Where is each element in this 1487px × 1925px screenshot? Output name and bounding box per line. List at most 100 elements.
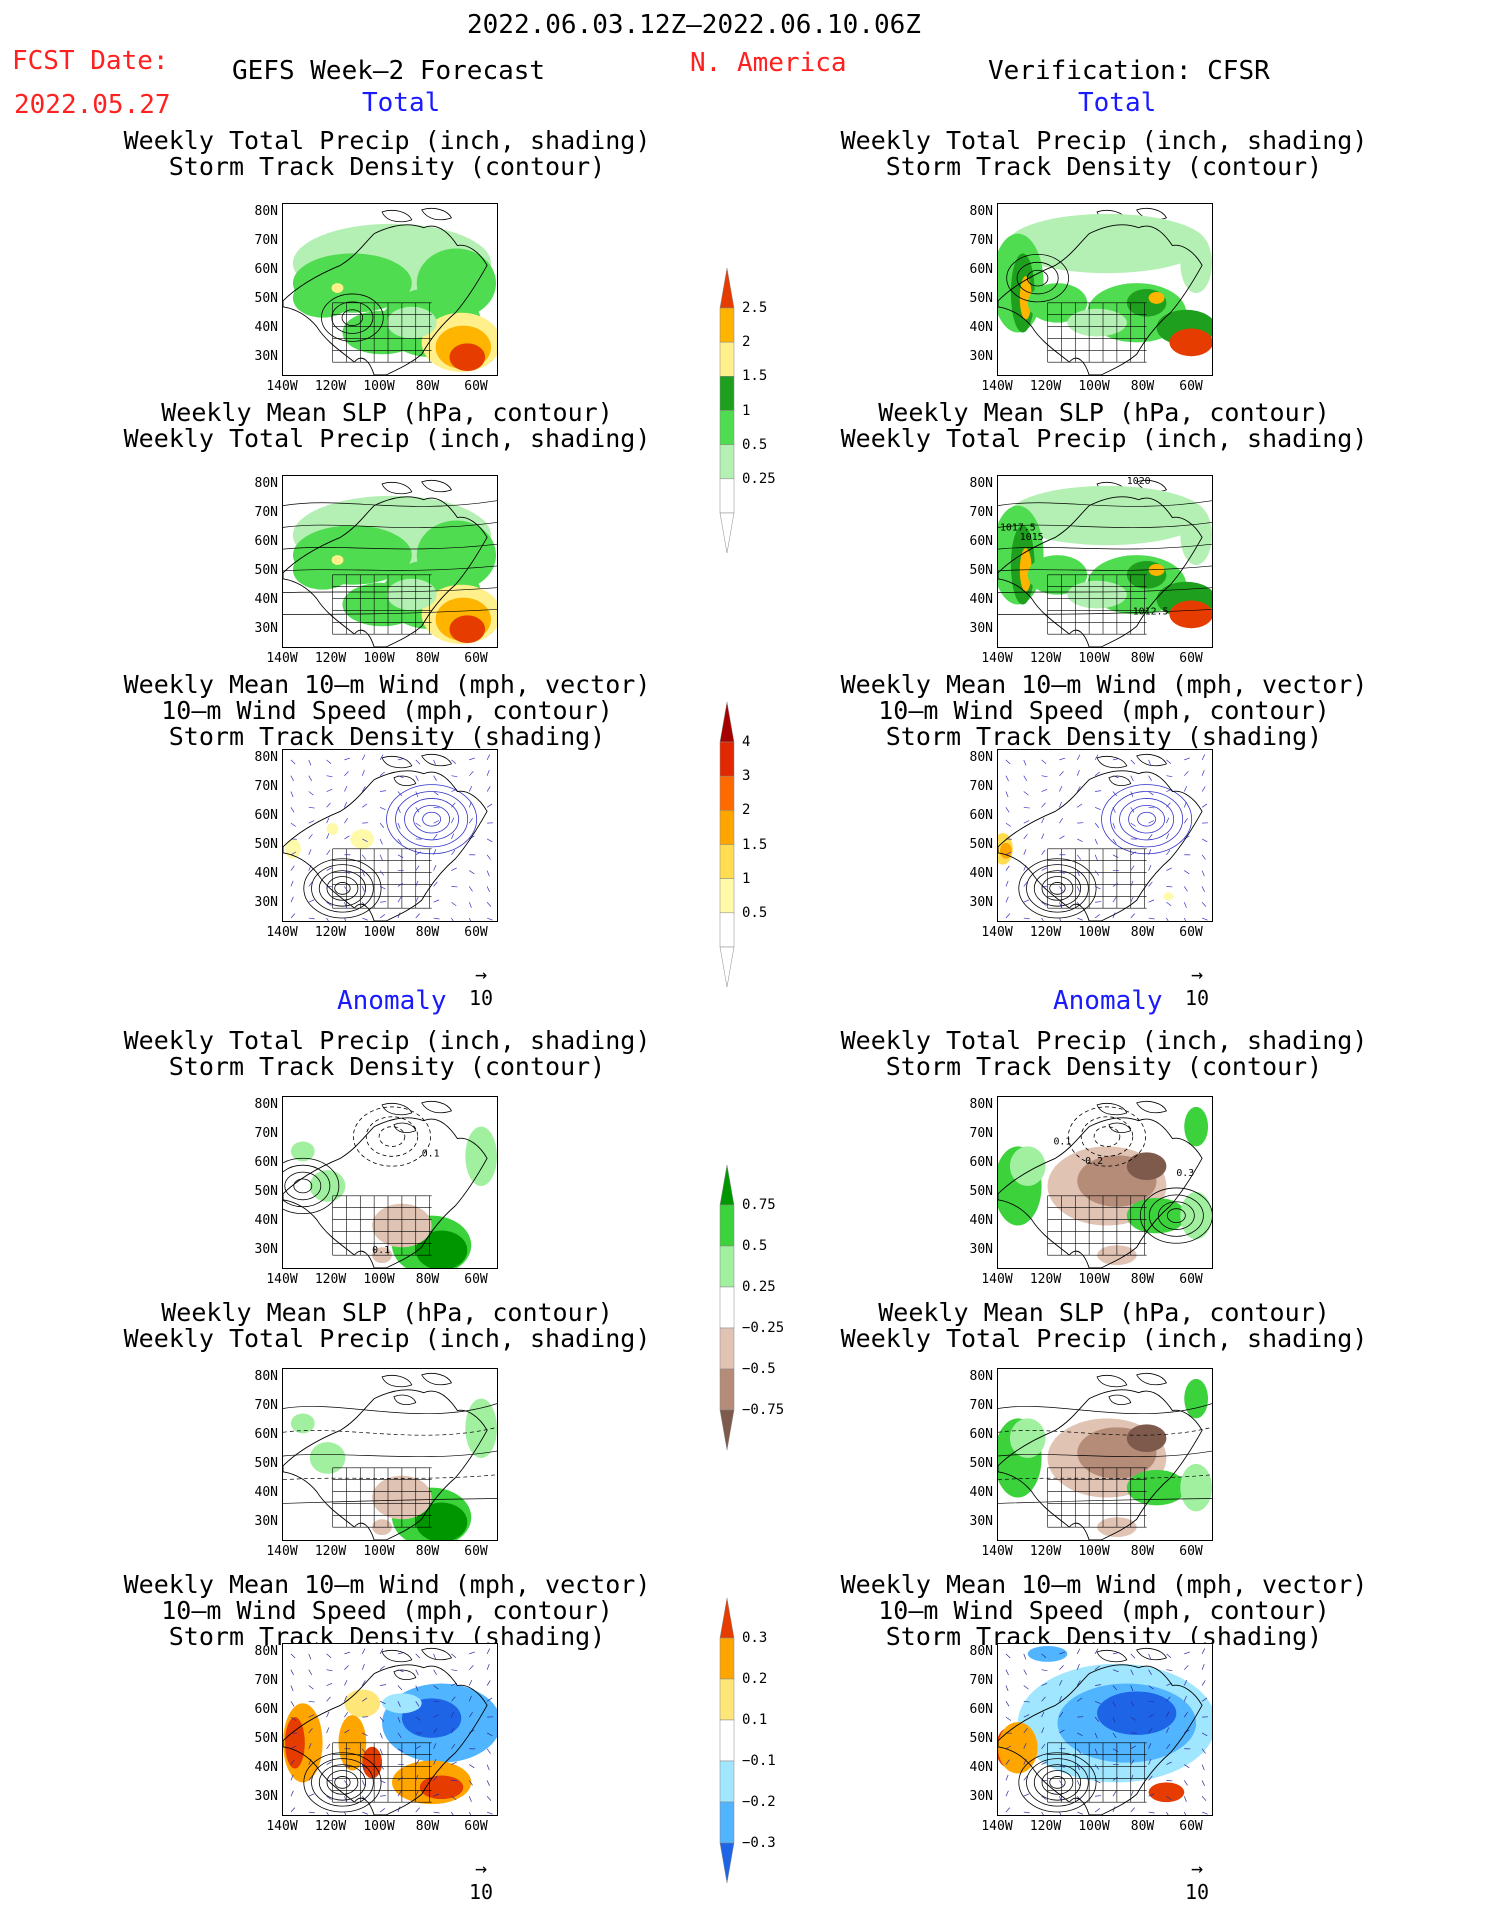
colorbar-segment bbox=[719, 1286, 735, 1329]
colorbar-segment bbox=[719, 1204, 735, 1247]
wind-vector bbox=[1201, 803, 1208, 808]
wind-vector bbox=[486, 838, 493, 843]
lat-tick-label: 70N bbox=[969, 1126, 993, 1141]
wind-vector bbox=[1166, 1669, 1173, 1672]
wind-vector bbox=[1112, 1717, 1116, 1723]
isobar bbox=[998, 543, 1212, 550]
wind-vector bbox=[486, 854, 491, 860]
lat-tick-label: 30N bbox=[254, 1789, 278, 1804]
colorbar-label: −0.2 bbox=[742, 1794, 776, 1810]
wind-vector bbox=[1130, 1653, 1136, 1659]
wind-speed-contour bbox=[303, 858, 382, 919]
shading-patch bbox=[1163, 892, 1174, 901]
coastline bbox=[283, 1117, 488, 1268]
isobar bbox=[998, 500, 1212, 507]
wind-vector bbox=[1005, 775, 1009, 782]
colorbar-segment bbox=[719, 1678, 735, 1721]
wind-vector bbox=[1094, 1701, 1101, 1705]
wind-vector bbox=[433, 759, 437, 766]
shading-patch bbox=[387, 306, 437, 339]
wind-vector bbox=[1201, 770, 1205, 776]
wind-vector bbox=[1076, 754, 1081, 761]
wind-vector bbox=[1077, 1811, 1083, 1815]
lat-tick-label: 60N bbox=[254, 1702, 278, 1717]
lon-tick-label: 60W bbox=[1179, 1819, 1203, 1834]
lat-tick-label: 70N bbox=[969, 779, 993, 794]
wind-vector bbox=[1112, 854, 1119, 859]
wind-vector bbox=[1041, 1669, 1048, 1672]
verification-title: Verification: CFSR bbox=[988, 56, 1270, 86]
coastline bbox=[998, 1117, 1203, 1268]
wind-speed-contour bbox=[1033, 870, 1082, 907]
lon-tick-label: 80W bbox=[1130, 379, 1155, 394]
colorbar-segment bbox=[719, 775, 735, 811]
wind-vector bbox=[290, 1759, 295, 1765]
track-anomaly-contour bbox=[293, 1178, 313, 1194]
lat-tick-label: 80N bbox=[969, 750, 993, 765]
region-title: N. America bbox=[690, 48, 847, 78]
lat-tick-label: 70N bbox=[969, 233, 993, 248]
colorbar-segment bbox=[719, 1842, 735, 1883]
isobar-label: 1012.5 bbox=[1133, 606, 1169, 617]
wind-vector bbox=[415, 822, 421, 827]
wind-speed-contour bbox=[334, 882, 351, 895]
wind-vector bbox=[486, 1764, 490, 1771]
shading-patch bbox=[465, 1126, 497, 1186]
wind-vector bbox=[1112, 1732, 1117, 1739]
lat-tick-label: 40N bbox=[254, 320, 278, 335]
lon-tick-label: 100W bbox=[1078, 1544, 1110, 1559]
wind-vector bbox=[1041, 867, 1047, 871]
wind-vector bbox=[1041, 1795, 1047, 1800]
wind-vector bbox=[451, 759, 457, 764]
lat-tick-label: 40N bbox=[969, 1213, 993, 1228]
shading-patch bbox=[350, 829, 375, 849]
wind-vector bbox=[1201, 1748, 1206, 1754]
wind-vector bbox=[415, 1745, 422, 1750]
wind-vector bbox=[1166, 917, 1169, 921]
wind-vector bbox=[379, 1648, 384, 1655]
map-panel-awind-forecast bbox=[282, 1643, 498, 1816]
vector-ref-left: → 10 bbox=[468, 962, 494, 1010]
wind-vector bbox=[1041, 1711, 1045, 1718]
wind-vector bbox=[486, 886, 490, 892]
wind-vector bbox=[468, 1712, 473, 1718]
wind-vector bbox=[486, 1648, 491, 1655]
colorbar-segment bbox=[719, 946, 735, 987]
wind-vector bbox=[486, 1732, 493, 1737]
wind-vector bbox=[433, 806, 440, 809]
colorbar-total-precip bbox=[719, 268, 735, 553]
wind-vector bbox=[1005, 1759, 1010, 1765]
colorbar-segment bbox=[719, 1637, 735, 1680]
colorbar-segment bbox=[719, 376, 735, 411]
track-anomaly-contour bbox=[1067, 1106, 1147, 1167]
lat-tick-label: 60N bbox=[969, 534, 993, 549]
colorbar-segment bbox=[719, 1760, 735, 1803]
wind-vector bbox=[1094, 1716, 1100, 1722]
track-anomaly-contour bbox=[1080, 1116, 1134, 1157]
wind-vector bbox=[290, 896, 294, 903]
wind-vector bbox=[1112, 1776, 1119, 1781]
wind-vector bbox=[1130, 775, 1134, 782]
colorbar-segment bbox=[719, 478, 735, 514]
wind-vector bbox=[379, 1701, 386, 1705]
lat-tick-label: 50N bbox=[254, 1731, 278, 1746]
lat-tick-label: 80N bbox=[969, 476, 993, 491]
wind-vector bbox=[1130, 822, 1136, 827]
wind-vector bbox=[326, 849, 331, 855]
lon-tick-label: 120W bbox=[1029, 1272, 1062, 1287]
wind-vector bbox=[362, 1811, 368, 1815]
wind-vector bbox=[1041, 775, 1048, 778]
wind-vector bbox=[379, 886, 386, 890]
wind-vector bbox=[1005, 851, 1012, 856]
wind-vector bbox=[1059, 1651, 1066, 1655]
wind-vector bbox=[1130, 1790, 1134, 1797]
isobar bbox=[283, 522, 497, 529]
colorbar-segment bbox=[719, 844, 735, 879]
wind-vector bbox=[344, 801, 347, 808]
wind-vector bbox=[451, 867, 457, 871]
lon-tick-label: 100W bbox=[1078, 379, 1110, 394]
wind-speed-contour bbox=[326, 876, 359, 901]
track-anomaly-label: 0.1 bbox=[372, 1245, 390, 1256]
wind-vector bbox=[326, 817, 330, 824]
wind-vector bbox=[290, 822, 297, 827]
